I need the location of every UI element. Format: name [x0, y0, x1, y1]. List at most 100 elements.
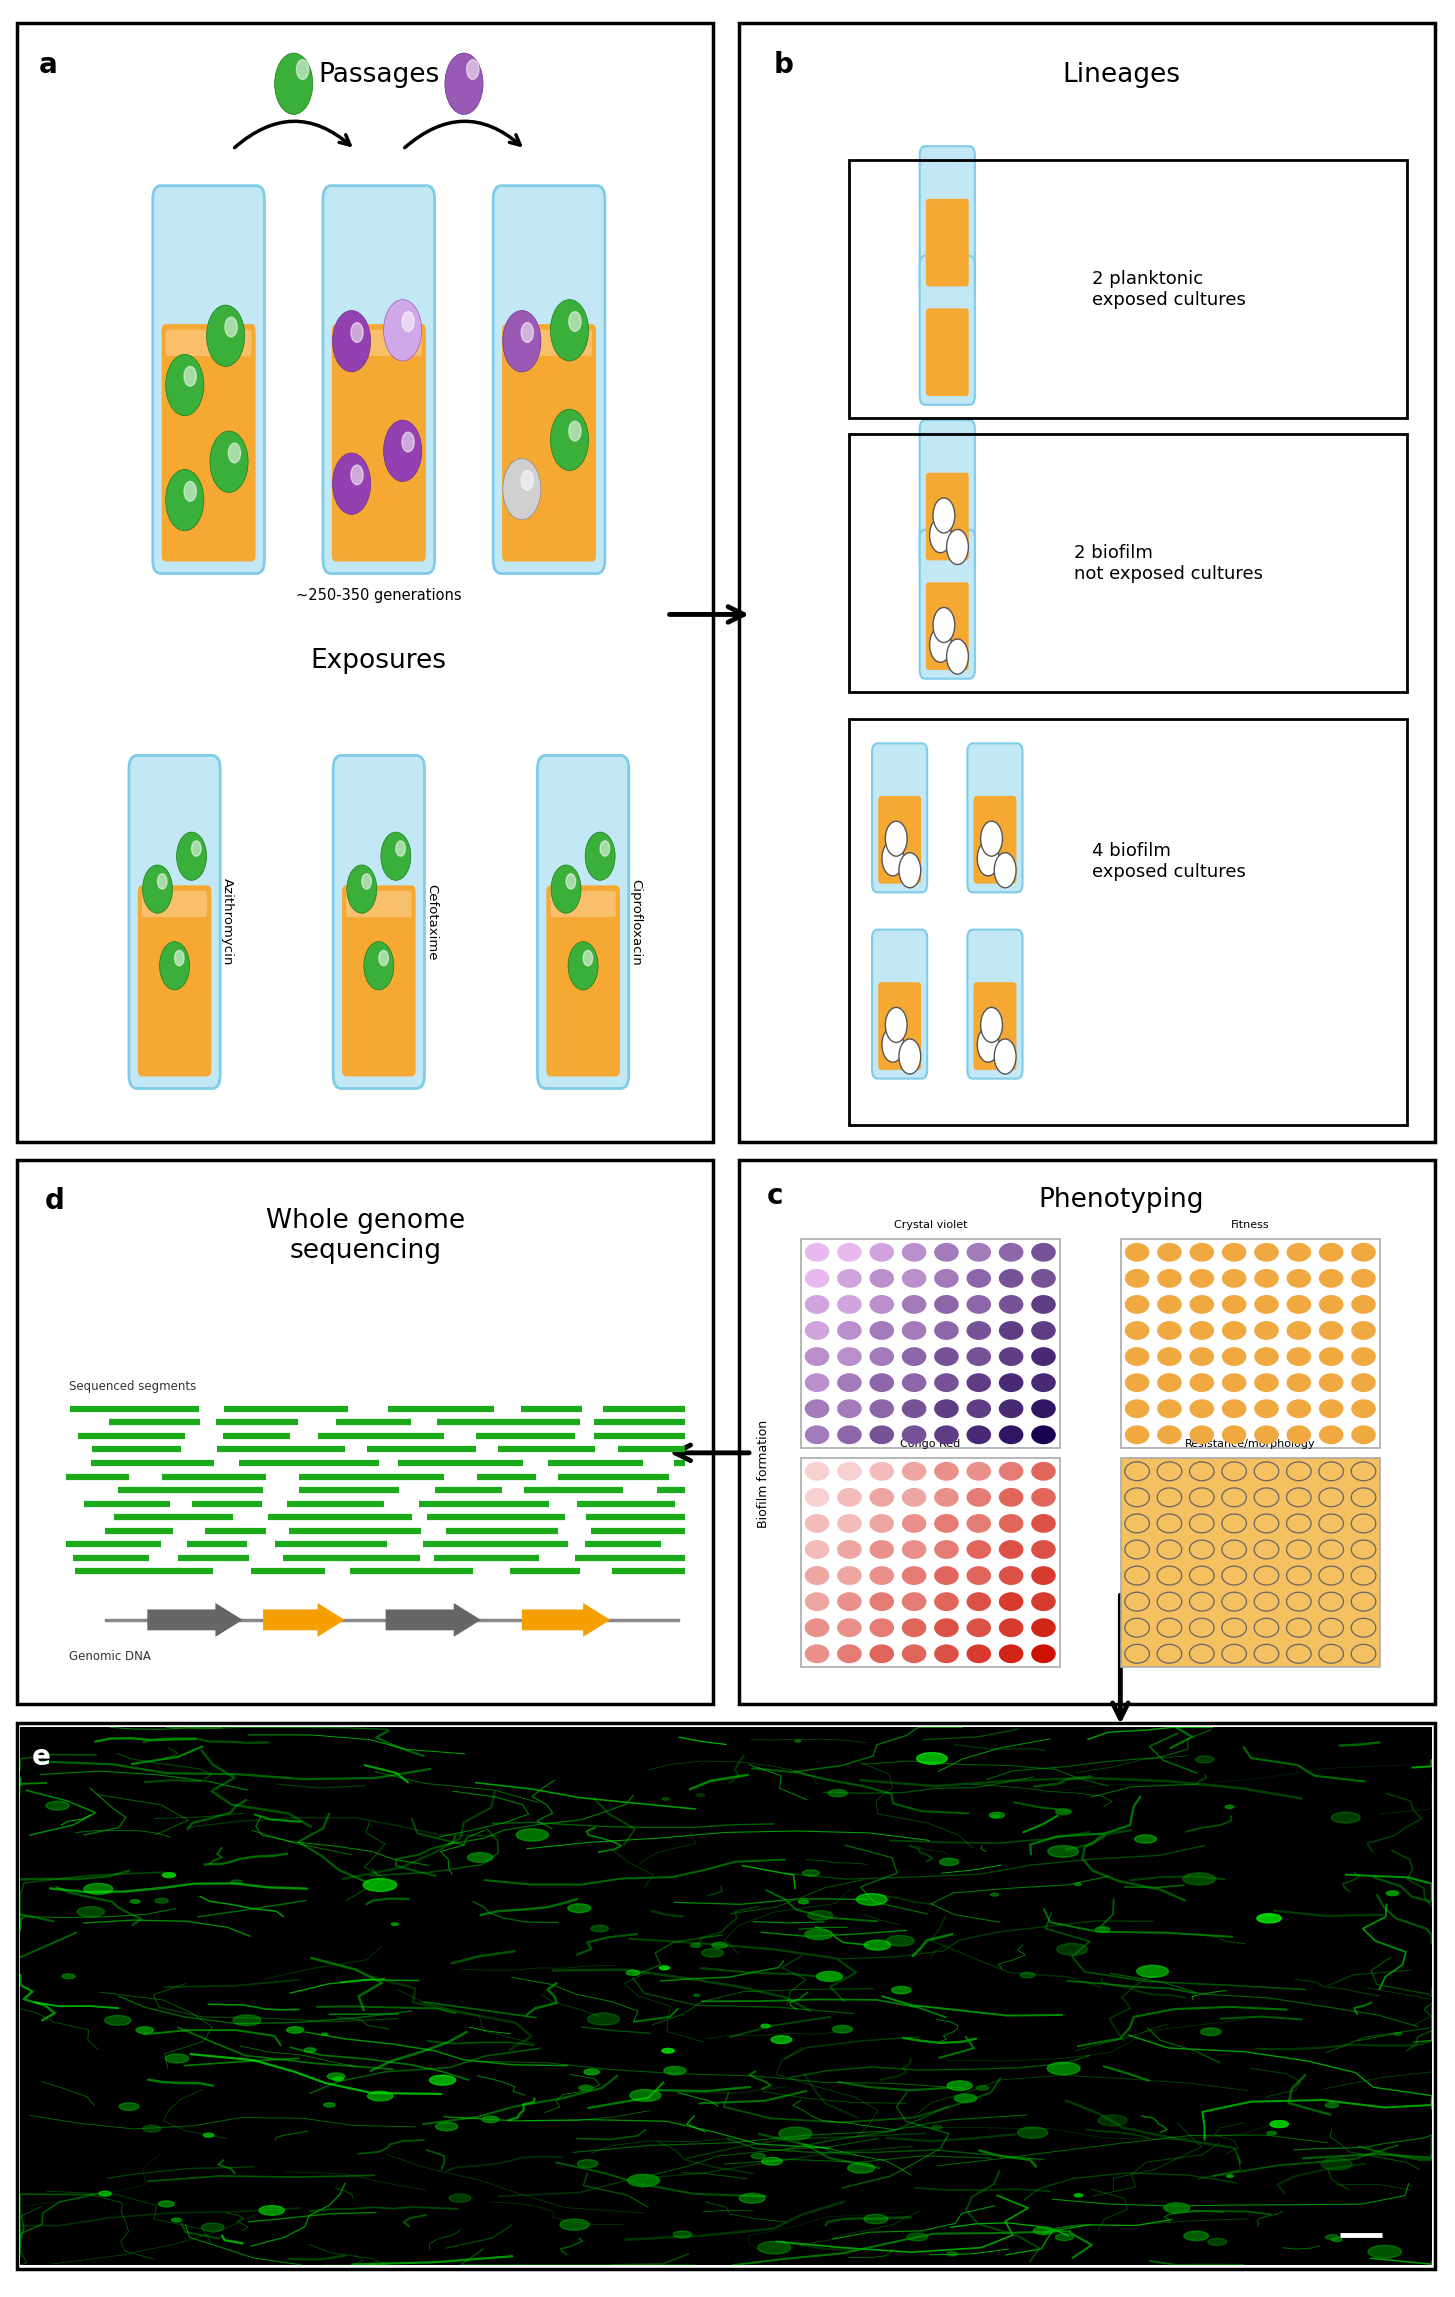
- Circle shape: [588, 2012, 620, 2026]
- Circle shape: [1222, 1399, 1247, 1417]
- Bar: [848, 719, 1407, 1126]
- Circle shape: [192, 841, 201, 857]
- FancyBboxPatch shape: [346, 891, 412, 917]
- Circle shape: [902, 1346, 927, 1367]
- Circle shape: [966, 1567, 991, 1585]
- Circle shape: [934, 1567, 959, 1585]
- Circle shape: [697, 1794, 704, 1796]
- Circle shape: [1254, 1296, 1279, 1314]
- Circle shape: [1183, 1872, 1215, 1886]
- Circle shape: [1286, 1374, 1311, 1392]
- Circle shape: [143, 2125, 160, 2132]
- Circle shape: [99, 2191, 111, 2196]
- FancyBboxPatch shape: [323, 186, 435, 574]
- FancyArrow shape: [147, 1603, 243, 1638]
- Circle shape: [1286, 1296, 1311, 1314]
- Circle shape: [906, 2233, 928, 2242]
- FancyBboxPatch shape: [920, 147, 975, 296]
- Circle shape: [1254, 1268, 1279, 1289]
- Circle shape: [1125, 1399, 1149, 1417]
- Circle shape: [1099, 2116, 1128, 2127]
- Circle shape: [837, 1321, 861, 1339]
- Circle shape: [1125, 1426, 1149, 1445]
- Circle shape: [297, 60, 308, 80]
- Circle shape: [630, 2090, 661, 2102]
- Circle shape: [1125, 1346, 1149, 1367]
- FancyBboxPatch shape: [493, 186, 605, 574]
- Circle shape: [966, 1514, 991, 1532]
- Circle shape: [902, 1539, 927, 1560]
- Circle shape: [902, 1592, 927, 1610]
- FancyBboxPatch shape: [920, 255, 975, 404]
- Circle shape: [902, 1488, 927, 1507]
- Text: Crystal violet: Crystal violet: [893, 1220, 968, 1229]
- Circle shape: [1033, 2226, 1053, 2235]
- Text: e: e: [32, 1743, 51, 1771]
- Circle shape: [837, 1374, 861, 1392]
- Circle shape: [567, 1904, 591, 1913]
- Circle shape: [1190, 1296, 1213, 1314]
- Circle shape: [1032, 1488, 1056, 1507]
- Circle shape: [966, 1374, 991, 1392]
- Circle shape: [1125, 1296, 1149, 1314]
- Circle shape: [450, 2194, 470, 2203]
- FancyArrow shape: [522, 1603, 610, 1638]
- Circle shape: [1286, 1399, 1311, 1417]
- Text: Congo Red: Congo Red: [901, 1438, 960, 1449]
- Circle shape: [966, 1619, 991, 1638]
- Circle shape: [805, 1592, 829, 1610]
- Circle shape: [966, 1268, 991, 1289]
- Circle shape: [287, 2026, 304, 2033]
- Circle shape: [1227, 2175, 1234, 2178]
- Circle shape: [998, 1268, 1023, 1289]
- Circle shape: [1032, 1514, 1056, 1532]
- FancyBboxPatch shape: [925, 581, 969, 671]
- Circle shape: [378, 951, 388, 965]
- Circle shape: [885, 1008, 906, 1043]
- Circle shape: [947, 2251, 957, 2256]
- Circle shape: [659, 1966, 669, 1971]
- Circle shape: [899, 1038, 921, 1075]
- Circle shape: [930, 627, 952, 662]
- Circle shape: [799, 1900, 809, 1904]
- Circle shape: [778, 2127, 812, 2141]
- Circle shape: [828, 1789, 847, 1796]
- Circle shape: [870, 1592, 893, 1610]
- Circle shape: [934, 1592, 959, 1610]
- Circle shape: [77, 1907, 105, 1918]
- Circle shape: [1318, 1426, 1343, 1445]
- Circle shape: [1352, 1346, 1376, 1367]
- FancyBboxPatch shape: [342, 884, 416, 1077]
- FancyBboxPatch shape: [973, 983, 1017, 1070]
- Circle shape: [805, 1374, 829, 1392]
- Circle shape: [63, 1973, 76, 1978]
- Circle shape: [333, 310, 371, 372]
- Circle shape: [998, 1243, 1023, 1261]
- Circle shape: [435, 2122, 458, 2132]
- Circle shape: [324, 2102, 335, 2106]
- FancyBboxPatch shape: [872, 744, 927, 891]
- Circle shape: [998, 1346, 1023, 1367]
- Circle shape: [1222, 1374, 1247, 1392]
- Circle shape: [805, 1321, 829, 1339]
- Circle shape: [1286, 1426, 1311, 1445]
- FancyBboxPatch shape: [537, 756, 629, 1089]
- Circle shape: [805, 1426, 829, 1445]
- Circle shape: [832, 2026, 853, 2033]
- Circle shape: [1200, 2028, 1221, 2035]
- Circle shape: [1222, 1426, 1247, 1445]
- Circle shape: [870, 1645, 893, 1663]
- Circle shape: [902, 1399, 927, 1417]
- Circle shape: [1394, 2033, 1401, 2035]
- Circle shape: [364, 1879, 397, 1890]
- Circle shape: [275, 53, 313, 115]
- Circle shape: [1125, 1268, 1149, 1289]
- Circle shape: [966, 1539, 991, 1560]
- Circle shape: [805, 1619, 829, 1638]
- Circle shape: [1032, 1268, 1056, 1289]
- Circle shape: [902, 1514, 927, 1532]
- Circle shape: [1331, 1812, 1360, 1824]
- Circle shape: [176, 832, 207, 880]
- Circle shape: [882, 841, 904, 875]
- Circle shape: [837, 1346, 861, 1367]
